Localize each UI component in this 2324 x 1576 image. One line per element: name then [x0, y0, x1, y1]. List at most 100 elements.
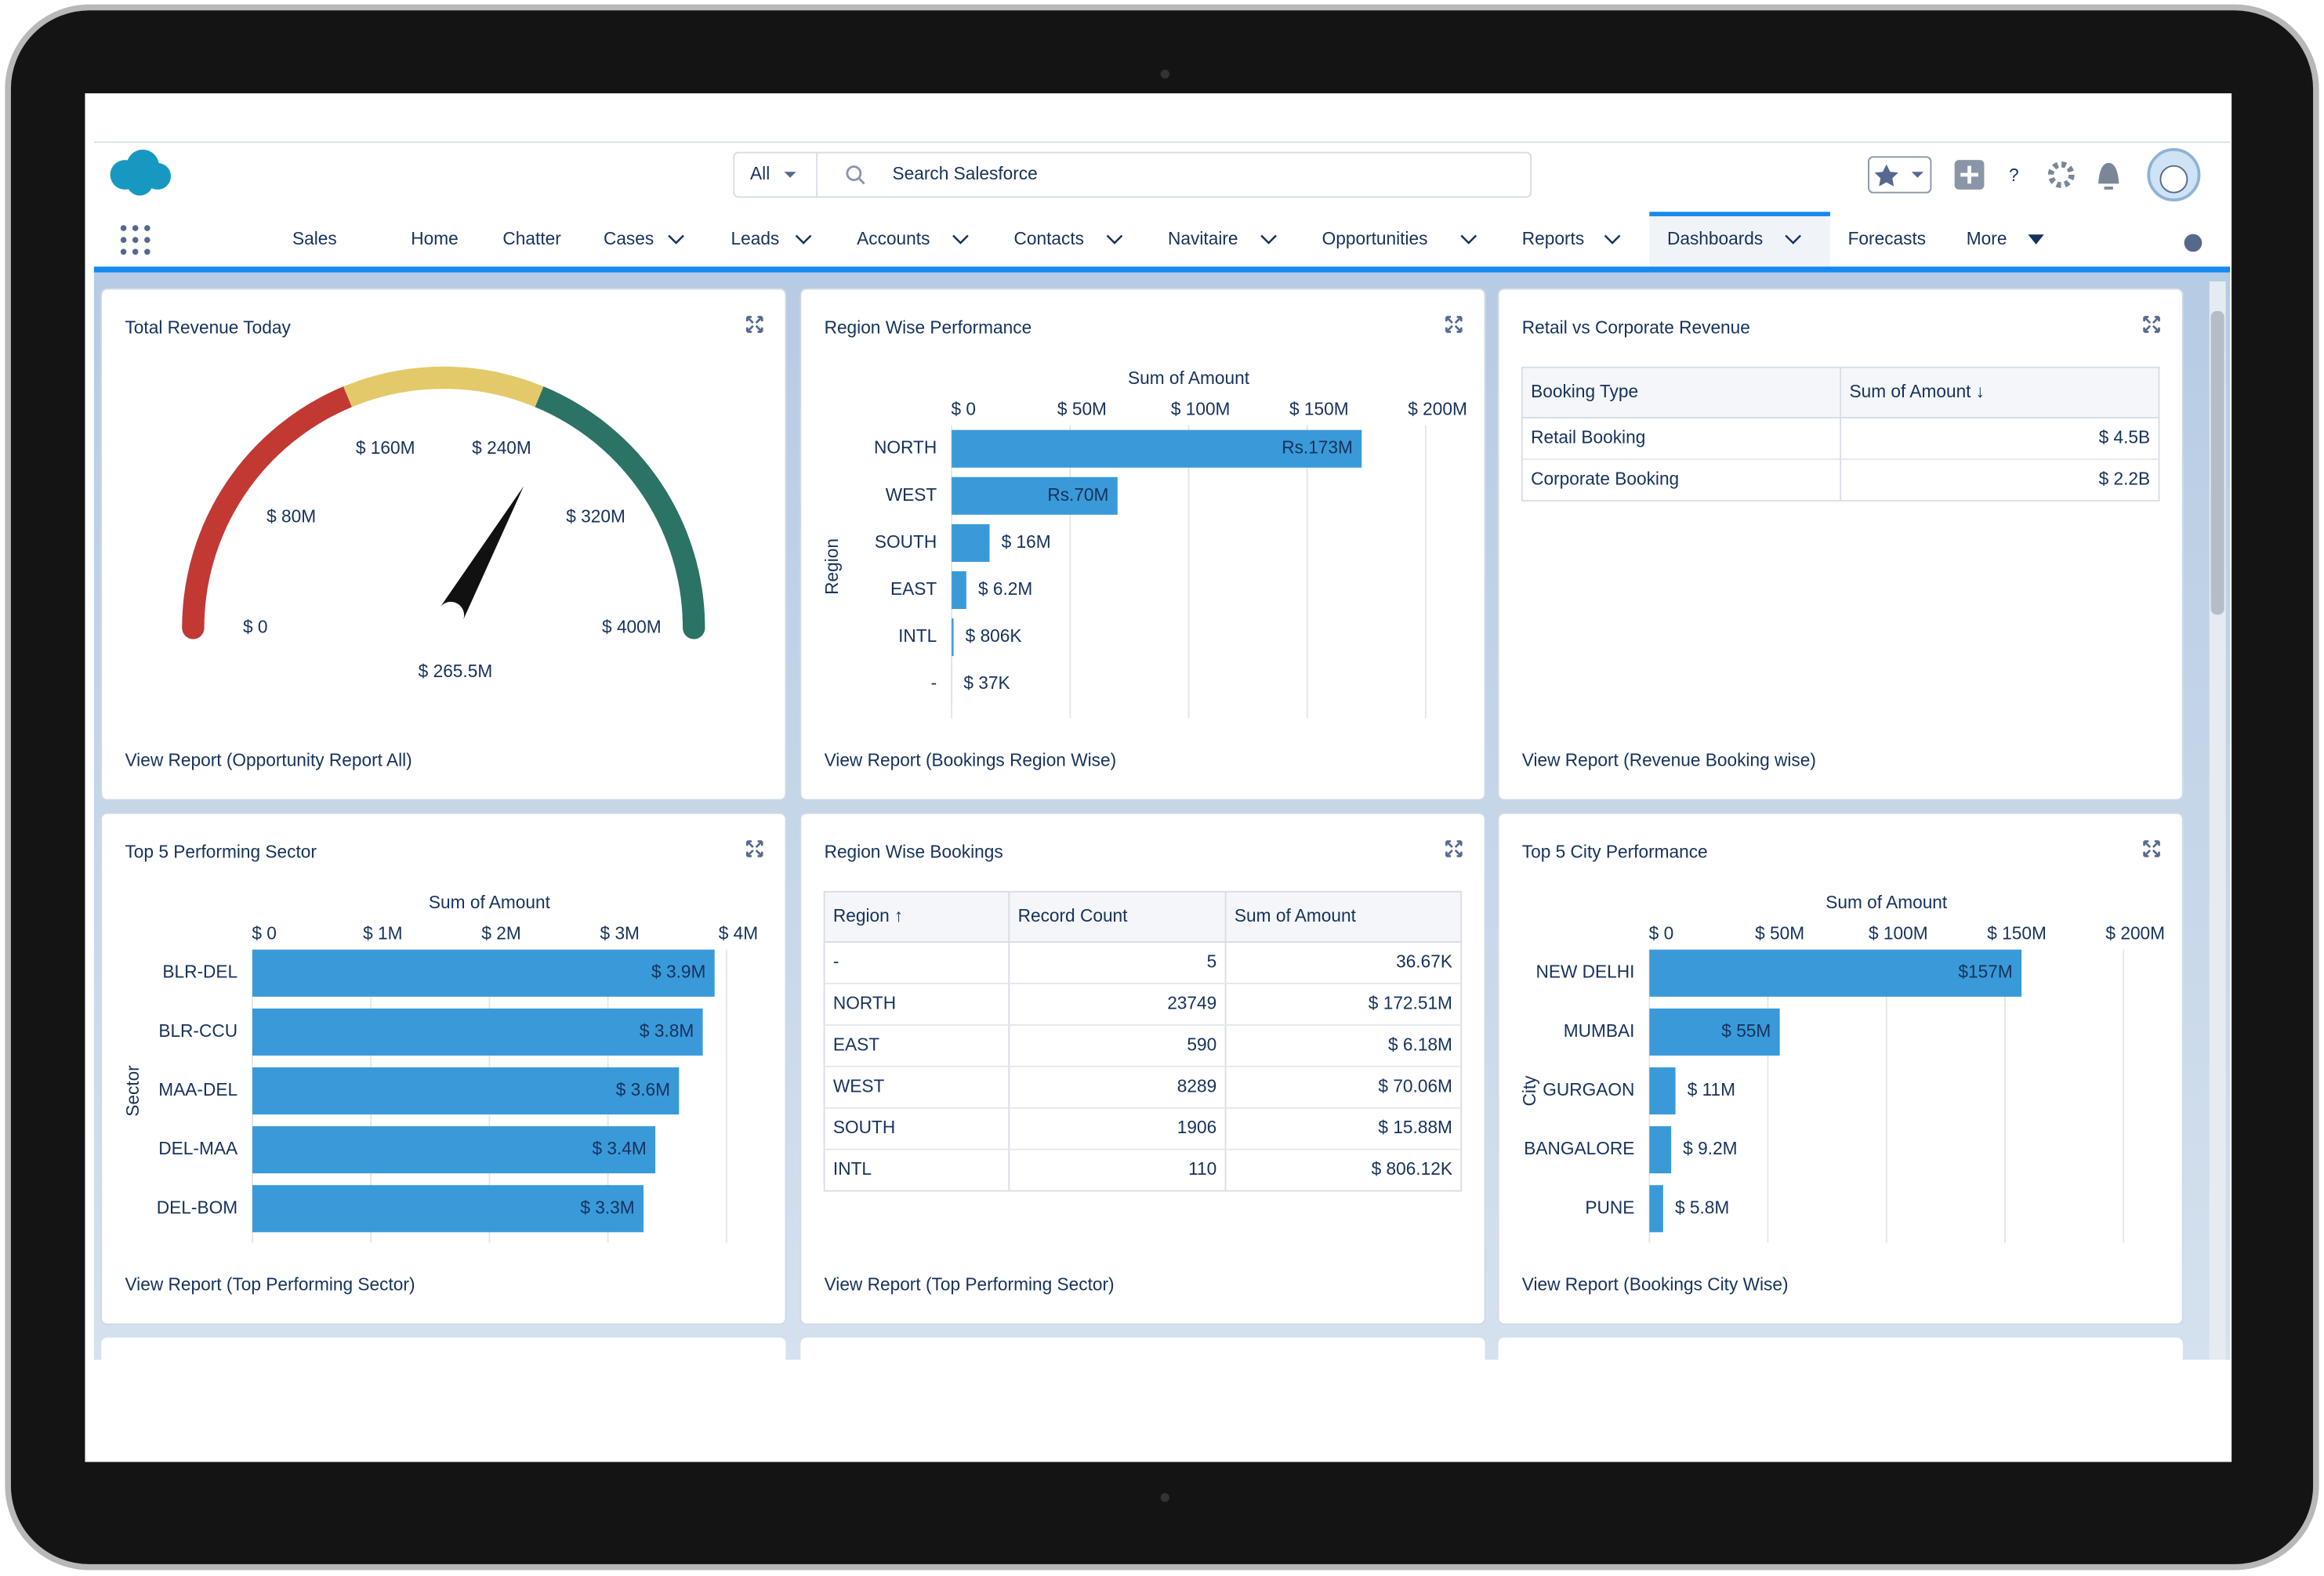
category-label: GURGAON	[1543, 1079, 1634, 1100]
view-report-link[interactable]: View Report (Top Performing Sector)	[825, 1274, 1115, 1295]
widget-partial	[101, 1337, 786, 1360]
search-icon	[857, 176, 865, 185]
search-scope[interactable]: All	[750, 163, 770, 183]
expand-icon[interactable]	[745, 316, 763, 333]
x-tick-label: $ 0	[1649, 923, 1674, 944]
bar-value-label: $ 11M	[1688, 1079, 1735, 1100]
column-header: Sum of Amount ↓	[1849, 381, 1985, 401]
category-label: MAA-DEL	[158, 1079, 237, 1100]
nav-item[interactable]: Cases	[604, 228, 654, 248]
widget-card	[1497, 812, 2184, 1325]
scrollbar-thumb[interactable]	[2210, 310, 2224, 615]
x-tick-label: $ 100M	[1869, 923, 1928, 944]
logo	[110, 149, 172, 196]
y-axis-title: City	[1519, 1075, 1539, 1107]
view-report-link[interactable]: View Report (Opportunity Report All)	[125, 749, 412, 770]
table-cell: WEST	[833, 1075, 885, 1096]
nav-item[interactable]: Accounts	[857, 228, 930, 248]
expand-icon[interactable]	[745, 840, 763, 857]
widget-card	[799, 288, 1486, 801]
gauge-cap	[683, 617, 705, 639]
home-dot	[1160, 1493, 1169, 1502]
nav-chevron	[1604, 234, 1621, 245]
table-cell[interactable]: Corporate Booking	[1531, 468, 1679, 488]
gauge-tick-label: $ 80M	[266, 505, 316, 526]
expand-icon[interactable]	[2143, 840, 2160, 857]
favorites-button[interactable]	[1868, 156, 1932, 194]
nav-item[interactable]: Contacts	[1013, 228, 1083, 248]
nav-item[interactable]: Leads	[731, 228, 779, 248]
table-cell[interactable]: Retail Booking	[1531, 426, 1645, 447]
category-label: BLR-DEL	[162, 962, 237, 982]
x-tick-label: $ 150M	[1289, 399, 1349, 419]
expand-icon[interactable]	[1445, 840, 1463, 857]
nav-chevron	[795, 234, 812, 245]
bar	[1649, 949, 2022, 997]
nav-item[interactable]: Reports	[1522, 228, 1584, 248]
avatar-face	[2159, 165, 2188, 194]
widget-partial	[800, 1337, 1485, 1360]
table-cell: $ 6.18M	[1388, 1034, 1452, 1054]
bar	[252, 1008, 703, 1056]
y-axis-title: Region	[821, 538, 842, 595]
table-cell: $ 806.12K	[1372, 1158, 1452, 1179]
widget-title: Region Wise Bookings	[825, 842, 1003, 862]
bell-icon[interactable]	[2098, 162, 2119, 190]
bar-value-label: $ 37K	[963, 672, 1010, 693]
nav-item[interactable]: Opportunities	[1322, 228, 1428, 248]
gauge-needle	[439, 486, 524, 622]
expand-icon[interactable]	[1445, 316, 1463, 333]
nav-item[interactable]: Forecasts	[1848, 228, 1927, 248]
help-icon[interactable]: ?	[2009, 165, 2019, 185]
x-axis-title: Sum of Amount	[1825, 892, 1948, 912]
x-axis-title: Sum of Amount	[429, 892, 551, 912]
x-tick-label: $ 100M	[1171, 399, 1231, 419]
bar-value-label: Rs.70M	[1047, 484, 1108, 505]
nav-item[interactable]: More	[1967, 228, 2007, 248]
bar-value-label: $ 3.9M	[651, 962, 705, 982]
table-cell: $ 70.06M	[1378, 1075, 1452, 1096]
x-tick-label: $ 200M	[2105, 923, 2165, 944]
x-tick-label: $ 2M	[481, 923, 520, 944]
bar	[952, 524, 990, 562]
nav-item[interactable]: Home	[411, 228, 458, 248]
x-tick-label: $ 4M	[719, 923, 758, 944]
x-tick-label: $ 1M	[363, 923, 402, 944]
widget-title: Retail vs Corporate Revenue	[1522, 317, 1750, 338]
search-box[interactable]	[733, 151, 1532, 198]
x-tick-label: $ 150M	[1987, 923, 2047, 944]
bar	[252, 1185, 644, 1233]
widget: Retail vs Corporate Revenue Booking Type S…	[1497, 288, 2184, 801]
column-header: Region ↑	[833, 905, 903, 926]
chevron	[784, 172, 796, 178]
table-cell: 110	[1188, 1158, 1216, 1179]
bar-value-label: $ 6.2M	[978, 578, 1032, 599]
nav-item[interactable]: Navitaire	[1168, 228, 1238, 248]
expand-icon[interactable]	[2143, 316, 2160, 333]
view-report-link[interactable]: View Report (Bookings City Wise)	[1522, 1274, 1789, 1295]
category-label: DEL-BOM	[157, 1197, 237, 1217]
view-report-link[interactable]: View Report (Bookings Region Wise)	[825, 749, 1117, 770]
x-tick-label: $ 200M	[1408, 399, 1467, 419]
x-tick-label: $ 0	[252, 923, 277, 944]
settings-icon[interactable]	[2047, 161, 2075, 189]
bar	[952, 429, 1362, 468]
gauge-value: $ 265.5M	[419, 661, 493, 681]
y-axis-title: Sector	[122, 1065, 143, 1117]
category-label: WEST	[886, 484, 937, 505]
gauge-band	[182, 386, 353, 629]
nav-item[interactable]: Dashboards	[1667, 228, 1763, 248]
category-label: BANGALORE	[1524, 1138, 1634, 1158]
category-label: EAST	[890, 578, 937, 599]
widgets: Total Revenue Today $ 0 $ 80M $ 160M $ 240M $…	[100, 288, 2184, 1360]
bar-value-label: $ 55M	[1721, 1020, 1771, 1041]
widget-partial	[1498, 1337, 2183, 1360]
table-cell: $ 15.88M	[1378, 1117, 1452, 1137]
nav-item[interactable]: Chatter	[502, 228, 561, 248]
view-report-link[interactable]: View Report (Revenue Booking wise)	[1522, 749, 1816, 770]
view-report-link[interactable]: View Report (Top Performing Sector)	[125, 1274, 415, 1295]
nav-chevron	[1106, 234, 1123, 245]
app-launcher[interactable]	[120, 225, 150, 255]
column-header: Sum of Amount	[1235, 905, 1357, 926]
bar-value-label: $ 3.4M	[592, 1138, 646, 1158]
